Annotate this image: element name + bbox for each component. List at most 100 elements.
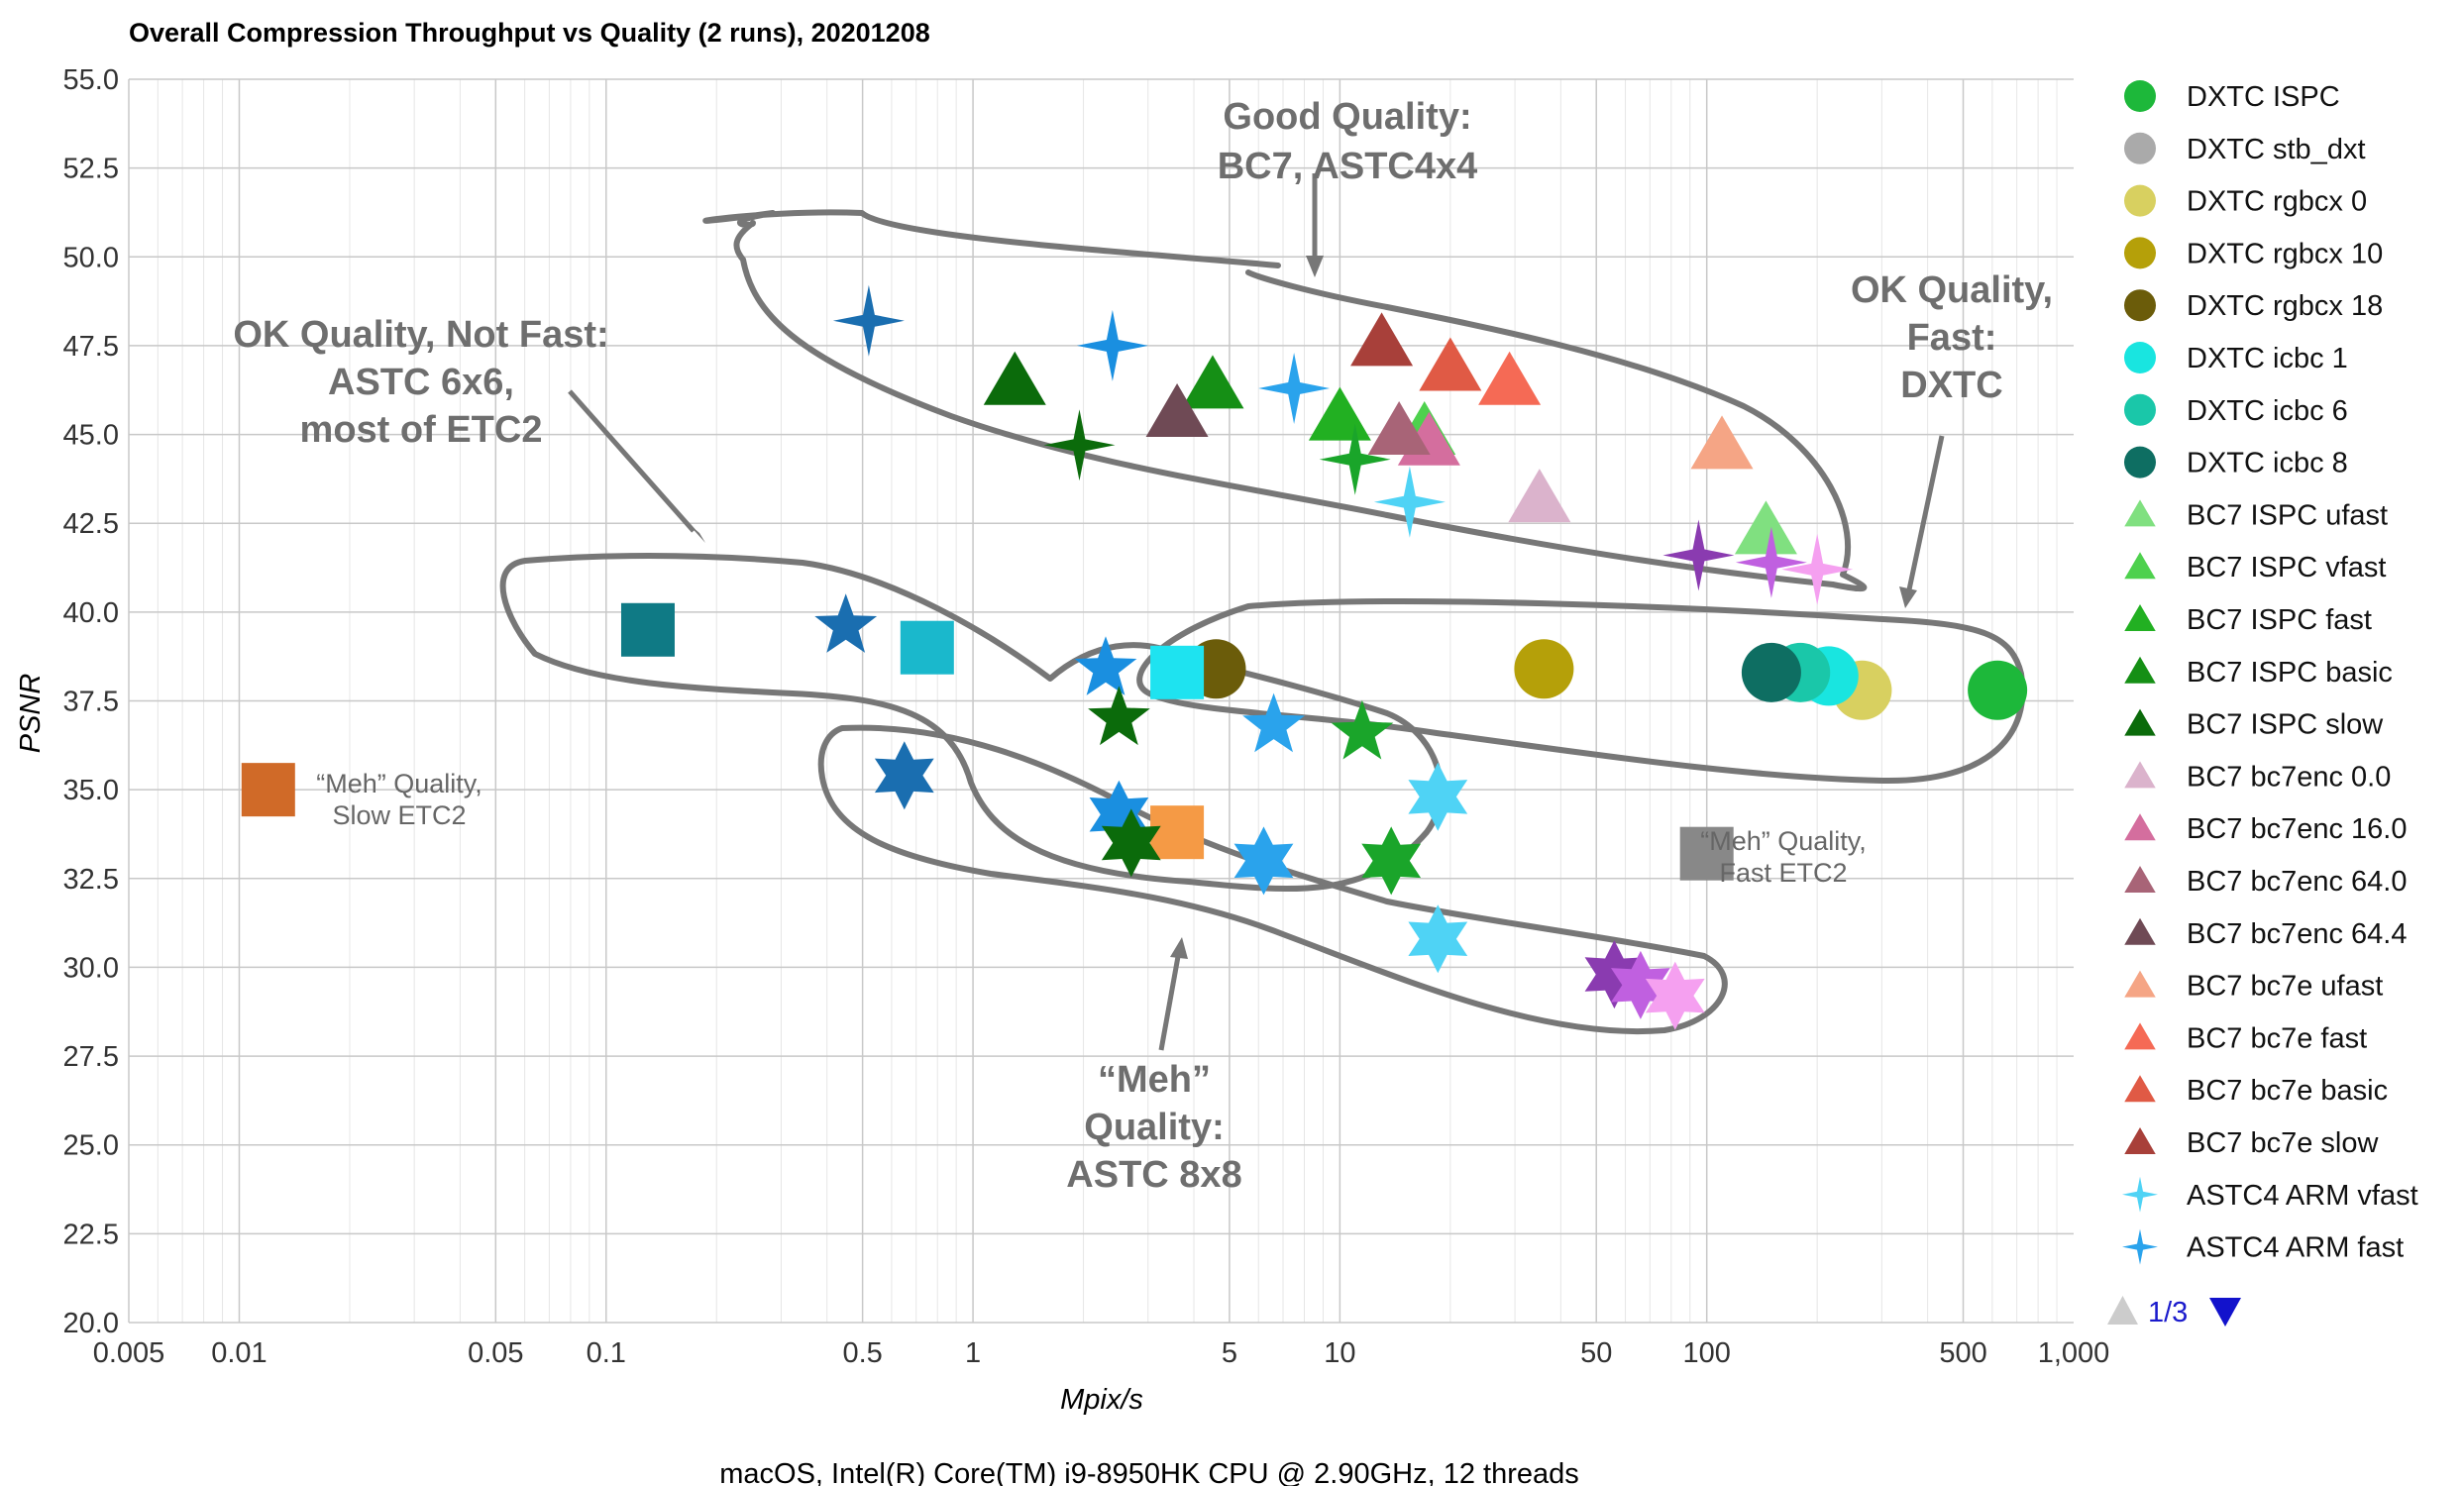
triangle-up-icon[interactable]: [2107, 1296, 2138, 1325]
y-tick-label: 32.5: [63, 864, 119, 896]
point-star6: [1584, 940, 1645, 1009]
annotation-meh-astc-line2: Quality:: [1084, 1107, 1224, 1148]
legend-item-bc7-bc7enc-0-0[interactable]: BC7 bc7enc 0.0: [2124, 761, 2391, 793]
legend-marker: [2124, 866, 2156, 893]
annotation-arrows: [568, 173, 1945, 1051]
legend-item-astc4-arm-fast[interactable]: ASTC4 ARM fast: [2122, 1228, 2404, 1265]
point-star5: [1331, 699, 1394, 760]
legend-marker: [2122, 1228, 2158, 1265]
point-bc7-bc7e-ufast: [1690, 415, 1754, 470]
legend-marker: [2124, 446, 2156, 478]
legend-item-bc7-ispc-ufast[interactable]: BC7 ISPC ufast: [2124, 499, 2388, 531]
legend-label: BC7 ISPC vfast: [2187, 552, 2386, 584]
legend-marker: [2124, 552, 2156, 580]
legend-item-bc7-bc7e-ufast[interactable]: BC7 bc7e ufast: [2124, 970, 2383, 1003]
legend-marker: [2124, 1127, 2156, 1154]
point-star4: [1735, 526, 1807, 598]
annotation-ok-not-fast-line3: most of ETC2: [300, 409, 543, 451]
legend-marker: [2124, 917, 2156, 945]
legend-item-bc7-ispc-vfast[interactable]: BC7 ISPC vfast: [2124, 552, 2386, 584]
legend-marker: [2124, 970, 2156, 998]
legend-marker: [2124, 1022, 2156, 1050]
x-tick-label: 1,000: [2038, 1337, 2110, 1369]
legend-marker: [2124, 342, 2156, 373]
legend-item-bc7-ispc-basic[interactable]: BC7 ISPC basic: [2124, 656, 2393, 689]
annotation-meh-slow-etc2-line2: Slow ETC2: [332, 800, 466, 830]
legend-item-bc7-bc7enc-64-0[interactable]: BC7 bc7enc 64.0: [2124, 866, 2407, 898]
legend-item-dxtc-icbc-1[interactable]: DXTC icbc 1: [2124, 342, 2348, 374]
annotation-ok-not-fast-line1: OK Quality, Not Fast:: [233, 314, 608, 356]
point-bc7-bc7e-basic: [1419, 337, 1482, 391]
point-star6: [874, 741, 934, 810]
y-tick-label: 47.5: [63, 331, 119, 363]
legend-label: DXTC icbc 8: [2187, 448, 2348, 479]
point-bc7-ispc-fast: [1308, 386, 1371, 441]
y-tick-label: 22.5: [63, 1219, 119, 1250]
legend-item-dxtc-rgbcx-10[interactable]: DXTC rgbcx 10: [2124, 237, 2383, 269]
legend-item-bc7-ispc-slow[interactable]: BC7 ISPC slow: [2124, 708, 2384, 741]
y-tick-label: 35.0: [63, 775, 119, 806]
point-star6: [1361, 826, 1422, 896]
triangle-down-icon[interactable]: [2209, 1298, 2241, 1327]
outline-dxtc: [1136, 598, 2026, 785]
legend-label: ASTC4 ARM fast: [2187, 1232, 2404, 1264]
point-bc7-ispc-ufast: [1734, 500, 1797, 555]
annotation-meh-slow-etc2-line1: “Meh” Quality,: [316, 769, 482, 798]
point-bc7-bc7e-fast: [1478, 351, 1542, 405]
point-star5: [1242, 692, 1305, 753]
legend-marker: [2124, 132, 2156, 164]
point-bc7-bc7enc-64-0: [1367, 400, 1431, 455]
point-star4: [1319, 423, 1391, 495]
legend-item-dxtc-rgbcx-0[interactable]: DXTC rgbcx 0: [2124, 184, 2367, 218]
point-bc7-bc7e-slow: [1350, 312, 1414, 367]
point-star4: [1662, 519, 1735, 591]
legend-item-bc7-bc7enc-16-0[interactable]: BC7 bc7enc 16.0: [2124, 813, 2407, 845]
legend-item-dxtc-stb-dxt[interactable]: DXTC stb_dxt: [2124, 132, 2366, 165]
annotation-meh-astc-line3: ASTC 8x8: [1066, 1154, 1241, 1196]
annotation-ok-fast-line3: DXTC: [1900, 365, 2002, 406]
point-star5: [1088, 686, 1150, 746]
point-star6: [1408, 904, 1468, 974]
legend-item-astc4-arm-vfast[interactable]: ASTC4 ARM vfast: [2122, 1176, 2418, 1213]
annotation-outlines: [499, 209, 2026, 1035]
x-tick-label: 0.5: [842, 1337, 882, 1369]
legend-label: BC7 ISPC fast: [2187, 604, 2372, 636]
legend-label: DXTC ISPC: [2187, 81, 2340, 113]
legend-label: BC7 bc7e fast: [2187, 1022, 2367, 1054]
point-star4: [1781, 533, 1854, 605]
legend-item-bc7-bc7e-slow[interactable]: BC7 bc7e slow: [2124, 1127, 2379, 1159]
y-tick-label: 27.5: [63, 1041, 119, 1073]
point-astc4-arm-fast: [1258, 353, 1331, 424]
point-astc4-arm-vfast: [1373, 466, 1446, 538]
point-bc7-bc7enc-64-4: [1145, 383, 1209, 438]
x-tick-label: 0.01: [211, 1337, 267, 1369]
legend-item-dxtc-ispc[interactable]: DXTC ISPC: [2124, 80, 2340, 113]
legend-marker: [2124, 604, 2156, 631]
point-bc7-bc7enc-0-0: [1508, 469, 1571, 523]
legend-item-bc7-bc7e-fast[interactable]: BC7 bc7e fast: [2124, 1022, 2367, 1054]
legend-item-bc7-ispc-fast[interactable]: BC7 ISPC fast: [2124, 604, 2372, 636]
y-axis: 20.0 22.5 25.0 27.5 30.0 32.5 35.0 37.5 40.0 42.5…: [63, 64, 119, 1339]
y-tick-label: 42.5: [63, 508, 119, 540]
legend-marker: [2124, 708, 2156, 736]
grid: [128, 78, 2074, 1324]
point-square: [620, 602, 675, 657]
legend-pager: 1/3: [2107, 1296, 2241, 1328]
point-dxtc-icbc-8: [1741, 642, 1801, 702]
legend-label: BC7 ISPC basic: [2187, 657, 2393, 689]
legend-item-dxtc-icbc-8[interactable]: DXTC icbc 8: [2124, 446, 2348, 479]
legend-item-dxtc-rgbcx-18[interactable]: DXTC rgbcx 18: [2124, 289, 2383, 322]
legend-marker: [2124, 1075, 2156, 1103]
point-bc7-ispc-basic: [1181, 355, 1244, 409]
point-square: [1150, 645, 1205, 699]
annotation-good-quality-line1: Good Quality:: [1223, 96, 1471, 138]
legend-item-bc7-bc7enc-64-4[interactable]: BC7 bc7enc 64.4: [2124, 917, 2407, 950]
x-tick-label: 500: [1939, 1337, 1986, 1369]
x-tick-label: 5: [1222, 1337, 1237, 1369]
y-tick-label: 25.0: [63, 1130, 119, 1162]
annotation-meh-fast-etc2-line1: “Meh” Quality,: [1700, 826, 1867, 856]
legend-item-dxtc-icbc-6[interactable]: DXTC icbc 6: [2124, 393, 2348, 427]
y-tick-label: 20.0: [63, 1308, 119, 1339]
legend-item-bc7-bc7e-basic[interactable]: BC7 bc7e basic: [2124, 1075, 2388, 1107]
point-star6: [1233, 826, 1294, 896]
